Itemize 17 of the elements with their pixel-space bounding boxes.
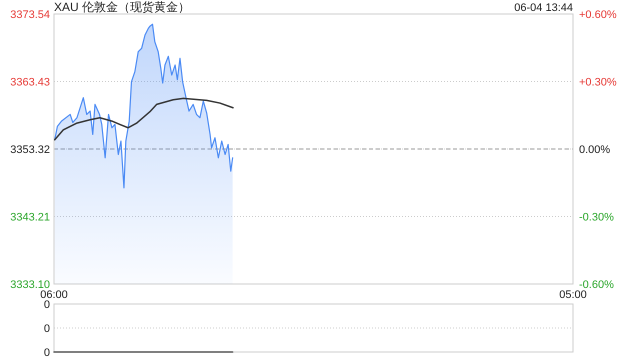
y-tick-label: 3363.43 <box>10 76 50 88</box>
y2-tick-label: -0.60% <box>579 279 614 291</box>
y-tick-label: 0 <box>44 347 50 359</box>
y-tick-label: 3373.54 <box>10 9 50 21</box>
x-tick-label: 05:00 <box>559 289 587 301</box>
y2-tick-label: 0.00% <box>579 144 610 156</box>
y2-tick-label: -0.30% <box>579 212 614 224</box>
y-tick-label: 3333.10 <box>10 279 50 291</box>
y2-tick-label: +0.30% <box>579 76 617 88</box>
y-tick-label: 0 <box>44 323 50 335</box>
y-tick-label: 3353.32 <box>10 144 50 156</box>
annotation: 06-04 13:44 <box>514 2 573 14</box>
y-tick-label: 3343.21 <box>10 212 50 224</box>
y2-tick-label: +0.60% <box>579 9 617 21</box>
chart-title: XAU 伦敦金（现货黄金） <box>54 0 190 14</box>
y-tick-label: 0 <box>44 299 50 311</box>
x-tick-label: 06:00 <box>40 289 68 301</box>
